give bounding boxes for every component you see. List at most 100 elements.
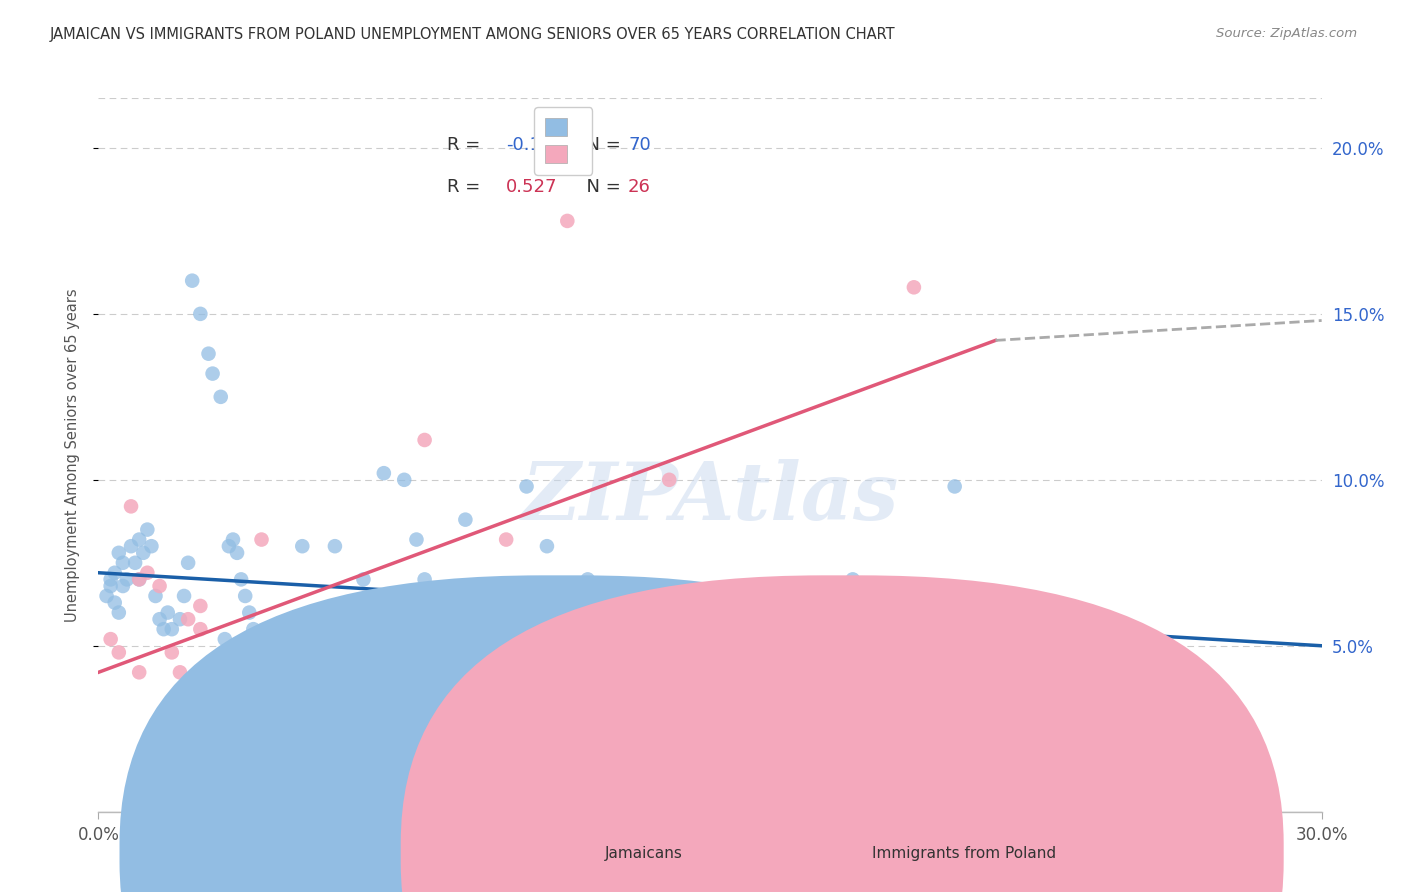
Point — [201, 367, 224, 381]
Point — [699, 656, 721, 670]
Point — [96, 589, 118, 603]
Point — [433, 622, 456, 636]
Point — [250, 689, 273, 703]
Point — [218, 672, 240, 686]
Point — [214, 632, 236, 647]
Point — [1025, 656, 1047, 670]
Point — [173, 589, 195, 603]
Point — [903, 632, 925, 647]
Text: N =: N = — [575, 178, 627, 196]
Text: R =: R = — [447, 178, 486, 196]
Point — [495, 606, 517, 620]
Point — [149, 612, 172, 626]
Point — [120, 539, 142, 553]
Point — [332, 645, 354, 659]
Point — [617, 606, 640, 620]
Point — [226, 546, 249, 560]
Point — [128, 573, 150, 587]
Point — [181, 274, 204, 288]
Point — [862, 698, 884, 713]
Text: Immigrants from Poland: Immigrants from Poland — [872, 847, 1056, 861]
Point — [495, 533, 517, 547]
Point — [373, 466, 395, 480]
Point — [136, 523, 159, 537]
Point — [197, 347, 219, 361]
Text: 0.527: 0.527 — [506, 178, 557, 196]
Point — [454, 513, 477, 527]
Point — [250, 639, 273, 653]
Text: JAMAICAN VS IMMIGRANTS FROM POLAND UNEMPLOYMENT AMONG SENIORS OVER 65 YEARS CORR: JAMAICAN VS IMMIGRANTS FROM POLAND UNEMP… — [49, 27, 894, 42]
Point — [352, 573, 374, 587]
Point — [576, 573, 599, 587]
Text: N =: N = — [575, 136, 627, 153]
Point — [658, 622, 681, 636]
Text: Source: ZipAtlas.com: Source: ZipAtlas.com — [1216, 27, 1357, 40]
Point — [242, 656, 264, 670]
Point — [740, 672, 762, 686]
Point — [231, 645, 253, 659]
Point — [516, 479, 538, 493]
Point — [108, 645, 131, 659]
Point — [177, 612, 200, 626]
Point — [132, 546, 155, 560]
Point — [104, 596, 127, 610]
Legend: , : , — [534, 107, 592, 175]
Point — [259, 632, 281, 647]
Point — [120, 500, 142, 514]
Point — [332, 606, 354, 620]
Text: 26: 26 — [628, 178, 651, 196]
Point — [392, 473, 416, 487]
Point — [128, 573, 150, 587]
Point — [160, 622, 183, 636]
Point — [145, 589, 167, 603]
Point — [413, 433, 436, 447]
Point — [108, 606, 131, 620]
Point — [536, 539, 558, 553]
Point — [405, 533, 427, 547]
Point — [152, 622, 174, 636]
Point — [780, 679, 803, 693]
Point — [149, 579, 172, 593]
Point — [323, 539, 346, 553]
Point — [169, 665, 191, 680]
Point — [100, 573, 122, 587]
Point — [160, 645, 183, 659]
Point — [250, 533, 273, 547]
Point — [177, 556, 200, 570]
Point — [557, 731, 579, 746]
Point — [943, 479, 966, 493]
Point — [209, 390, 232, 404]
Point — [312, 632, 335, 647]
Text: ZIPAtlas: ZIPAtlas — [522, 459, 898, 536]
Point — [209, 679, 232, 693]
Point — [291, 539, 314, 553]
Point — [136, 566, 159, 580]
Point — [233, 589, 256, 603]
Point — [658, 473, 681, 487]
Point — [115, 573, 138, 587]
Point — [188, 622, 212, 636]
Point — [291, 656, 314, 670]
Text: -0.114: -0.114 — [506, 136, 564, 153]
Point — [188, 599, 212, 613]
Y-axis label: Unemployment Among Seniors over 65 years: Unemployment Among Seniors over 65 years — [65, 288, 80, 622]
Point — [188, 307, 212, 321]
Point — [413, 573, 436, 587]
Point — [242, 622, 264, 636]
Point — [111, 556, 134, 570]
Point — [332, 705, 354, 719]
Point — [218, 539, 240, 553]
Point — [141, 539, 163, 553]
Point — [557, 214, 579, 228]
Point — [270, 639, 294, 653]
Point — [108, 546, 131, 560]
Point — [231, 573, 253, 587]
Point — [128, 533, 150, 547]
Point — [111, 579, 134, 593]
Point — [283, 632, 305, 647]
Point — [238, 606, 260, 620]
Point — [124, 556, 146, 570]
Point — [100, 579, 122, 593]
Point — [984, 622, 1007, 636]
Text: Jamaicans: Jamaicans — [605, 847, 682, 861]
